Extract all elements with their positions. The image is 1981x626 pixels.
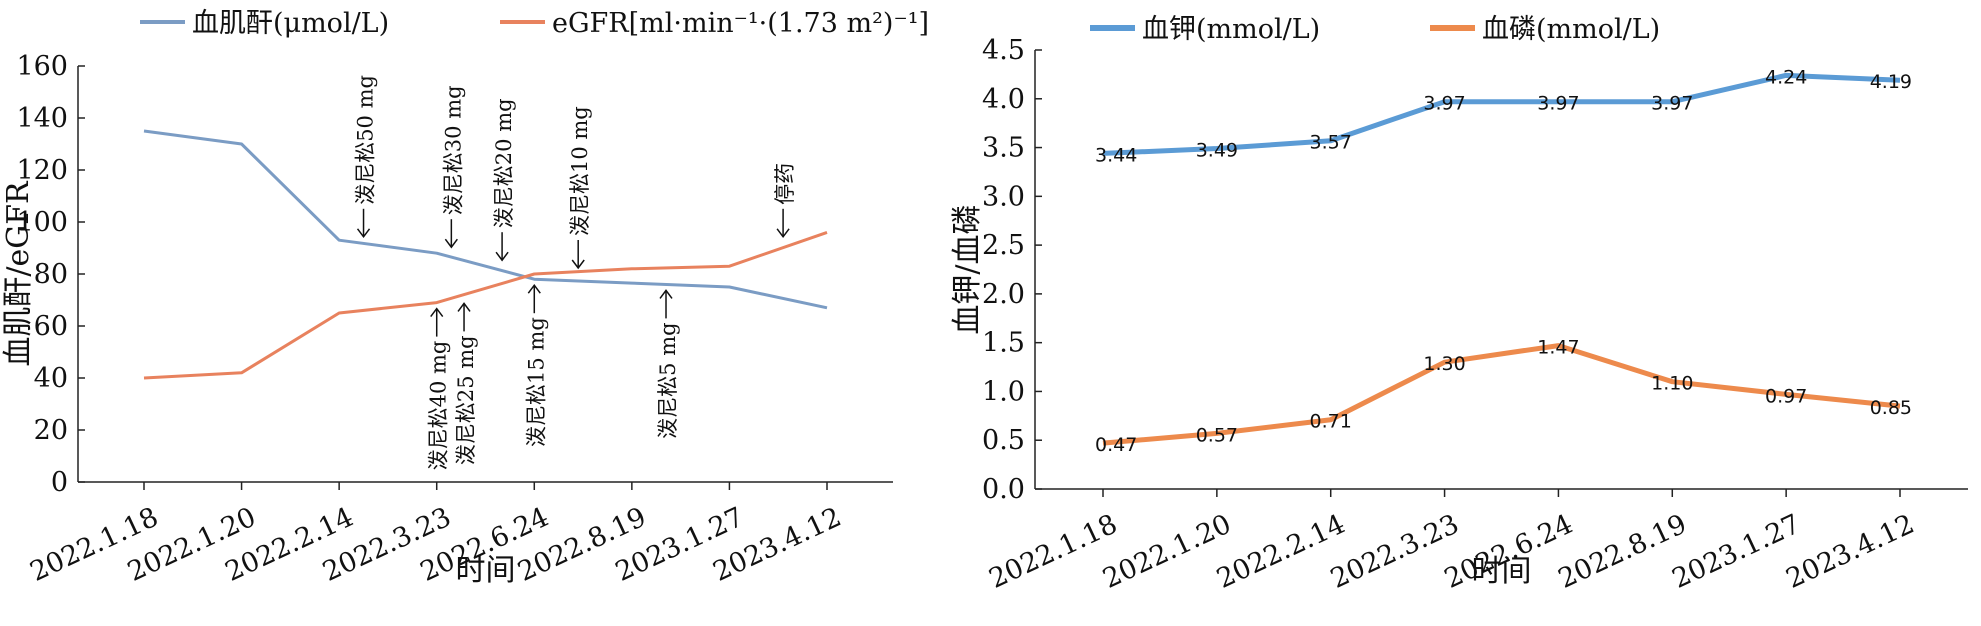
- data-label: 0.97: [1765, 385, 1807, 407]
- chart-potassium-phosphorus: 0.00.51.01.52.02.53.03.54.04.52022.1.182…: [950, 14, 1968, 595]
- legend-label: eGFR[ml·min⁻¹·(1.73 m²)⁻¹]: [552, 8, 929, 39]
- data-label: 0.57: [1196, 424, 1238, 446]
- annotation-text: 泼尼松20 mg: [492, 98, 516, 228]
- y-tick-label: 120: [16, 155, 68, 186]
- data-label: 4.19: [1870, 71, 1912, 93]
- x-axis-title: 时间: [456, 553, 516, 588]
- annotation-arrowhead: [571, 259, 585, 270]
- y-tick-label: 2.0: [982, 279, 1025, 310]
- y-tick-label: 20: [34, 415, 68, 446]
- data-label: 1.30: [1423, 353, 1465, 375]
- y-tick-label: 2.5: [982, 230, 1025, 261]
- annotation-arrowhead: [659, 289, 673, 299]
- data-label: 1.47: [1537, 337, 1579, 359]
- y-tick-label: 1.5: [982, 328, 1025, 359]
- annotation-text: 泼尼松25 mg: [454, 335, 478, 465]
- y-axis-title: 血钾/血磷: [950, 204, 985, 334]
- legend-label: 血磷(mmol/L): [1482, 14, 1660, 45]
- data-label: 3.57: [1310, 132, 1352, 154]
- y-tick-label: 1.0: [982, 376, 1025, 407]
- y-tick-label: 3.0: [982, 181, 1025, 212]
- x-axis-title: 时间: [1472, 554, 1532, 589]
- annotation-text: 泼尼松15 mg: [524, 317, 548, 447]
- x-tick-label: 2022.3.23: [1326, 509, 1464, 595]
- x-tick-label: 2022.1.18: [984, 509, 1122, 595]
- chart-creatinine-egfr: 0204060801001201401602022.1.182022.1.202…: [1, 8, 929, 588]
- data-label: 3.97: [1537, 93, 1579, 115]
- series-line: [143, 230, 828, 380]
- annotation-text: 泼尼松5 mg: [656, 322, 680, 438]
- y-tick-label: 3.5: [982, 133, 1025, 164]
- y-tick-label: 100: [16, 207, 68, 238]
- y-tick-label: 0.0: [982, 474, 1025, 505]
- data-label: 3.97: [1651, 93, 1693, 115]
- annotation-arrowhead: [495, 251, 509, 262]
- annotation-arrowhead: [527, 283, 541, 294]
- legend-label: 血钾(mmol/L): [1142, 14, 1320, 45]
- annotation-arrowhead: [444, 238, 458, 249]
- series-line: [1102, 72, 1901, 156]
- data-label: 0.71: [1310, 411, 1352, 433]
- data-label: 3.97: [1423, 93, 1465, 115]
- y-axis-title: 血肌酐/eGFR: [1, 180, 36, 367]
- annotation-arrowhead: [457, 302, 471, 312]
- annotation-text: 泼尼松10 mg: [568, 106, 592, 236]
- data-label: 1.10: [1651, 373, 1693, 395]
- annotation-text: 泼尼松30 mg: [441, 85, 465, 215]
- x-tick-label: 2022.8.19: [1554, 509, 1692, 595]
- data-label: 3.49: [1196, 140, 1238, 162]
- legend-label: 血肌酐(μmol/L): [192, 8, 389, 39]
- y-tick-label: 4.0: [982, 84, 1025, 115]
- y-tick-label: 0.5: [982, 425, 1025, 456]
- data-label: 3.44: [1095, 144, 1137, 166]
- series-line: [143, 129, 828, 310]
- data-label: 0.85: [1870, 397, 1912, 419]
- annotation-arrowhead: [356, 228, 371, 239]
- annotation-text: 停药: [773, 163, 797, 205]
- series-line: [1102, 343, 1901, 446]
- y-tick-label: 80: [34, 259, 68, 290]
- x-tick-label: 2023.4.12: [1781, 509, 1919, 595]
- y-tick-label: 40: [34, 363, 68, 394]
- x-tick-label: 2023.1.27: [1668, 509, 1806, 595]
- annotation-arrowhead: [776, 228, 790, 239]
- x-tick-label: 2022.1.20: [1098, 509, 1236, 595]
- y-tick-label: 4.5: [982, 35, 1025, 66]
- y-tick-label: 60: [34, 311, 68, 342]
- data-label: 4.24: [1765, 66, 1807, 88]
- annotation-text: 泼尼松40 mg: [427, 341, 451, 471]
- y-tick-label: 160: [16, 51, 68, 82]
- annotation-arrowhead: [430, 307, 444, 318]
- y-tick-label: 140: [16, 103, 68, 134]
- annotation-text: 泼尼松50 mg: [354, 75, 378, 205]
- data-label: 0.47: [1095, 434, 1137, 456]
- x-tick-label: 2022.2.14: [1212, 509, 1350, 595]
- y-tick-label: 0: [51, 467, 68, 498]
